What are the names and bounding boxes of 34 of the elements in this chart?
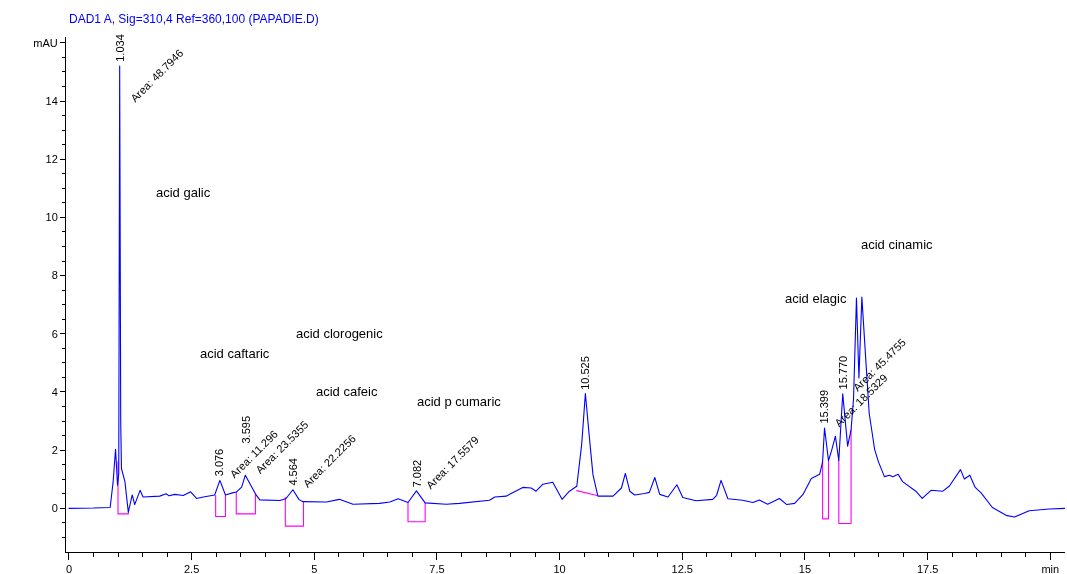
x-tick-label: 10	[553, 563, 566, 574]
x-tick-label: 15	[798, 563, 812, 574]
x-tick-label: 0	[65, 563, 72, 574]
x-tick-label: 2.5	[183, 563, 200, 574]
annotation: acid clorogenic	[296, 326, 384, 341]
x-tick-label: min	[1041, 563, 1060, 574]
annotation: acid caftaric	[200, 346, 270, 361]
y-tick-label: 2	[51, 444, 58, 457]
x-tick-label: 12.5	[671, 563, 693, 574]
annotation: 10.525	[578, 356, 591, 390]
annotation: 7.082	[410, 459, 423, 488]
y-tick-label: 0	[51, 502, 58, 515]
x-tick-label: 5	[311, 563, 318, 574]
annotation: acid elagic	[785, 291, 847, 306]
annotation: 15.770	[837, 355, 850, 390]
annotation: 3.076	[213, 448, 226, 477]
y-tick-label: 4	[51, 385, 58, 398]
annotation: 1.034	[113, 34, 126, 62]
y-tick-label: 6	[51, 327, 58, 340]
y-tick-label: 12	[45, 153, 58, 166]
annotation: acid cafeic	[316, 384, 378, 399]
annotation: 15.399	[818, 389, 831, 424]
annotation: 3.595	[240, 416, 253, 444]
annotation: acid cinamic	[861, 237, 934, 252]
y-tick-label: 10	[45, 211, 58, 224]
annotation: 4.564	[287, 458, 300, 486]
y-tick-label: 14	[45, 94, 58, 107]
annotation: acid galic	[156, 185, 211, 200]
chart-title: DAD1 A, Sig=310,4 Ref=360,100 (PAPADIE.D)	[69, 11, 319, 26]
y-tick-label: 8	[51, 269, 58, 282]
x-tick-label: 17.5	[916, 563, 939, 574]
annotation: acid p cumaric	[417, 394, 502, 409]
x-tick-label: 7.5	[429, 563, 445, 574]
y-tick-label: mAU	[33, 36, 58, 49]
